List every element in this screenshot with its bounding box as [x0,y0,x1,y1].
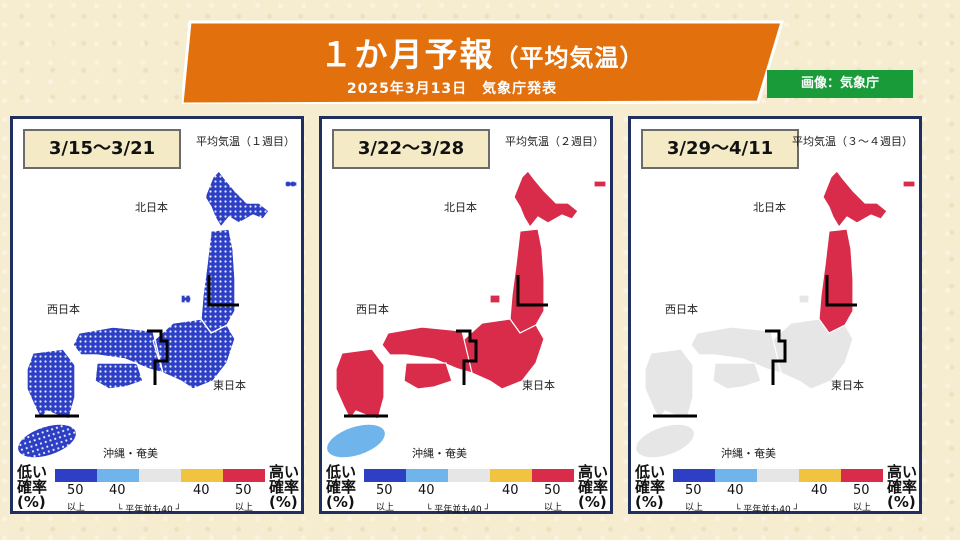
japan-map [18,170,298,458]
legend-normal-note: └ 平年並も40 ┘ [426,505,491,515]
legend-above-note: 以上 [853,503,872,513]
week-label: 平均気温（３～４週目） [792,135,913,148]
kuril [902,180,916,188]
japan-map [636,170,916,458]
region-boundary-west [147,329,169,385]
legend-tick: 40 [193,483,210,498]
period-label: 3/15～3/21 [23,129,181,169]
issue-date: 2025年3月13日 気象庁発表 [346,81,558,97]
label-okinawa-amami: 沖縄・奄美 [721,447,776,460]
label-east-japan: 東日本 [831,379,864,392]
tohoku [509,228,545,334]
legend-bar-high-light [181,469,223,482]
forecast-panel-week2: 3/22～3/28 平均気温（２週目） 北日本 [319,116,613,515]
forecast-panel-week3-4: 3/29～4/11 平均気温（３～４週目） 北日本 [628,116,922,515]
kyushu [335,348,385,421]
legend-above-note: 以上 [376,503,395,513]
okinawa-amami [327,424,385,458]
tohoku [818,228,854,334]
chubu-kanto [461,318,545,390]
region-boundary-north [825,275,857,307]
period-label: 3/22～3/28 [332,129,490,169]
region-boundary-west [765,329,787,385]
forecast-panel-week1: 3/15～3/21 平均気温（１週目） [10,116,304,515]
title-banner: １か月予報（平均気温） 2025年3月13日 気象庁発表 [182,20,784,104]
label-west-japan: 西日本 [356,303,389,316]
kuril [593,180,607,188]
week-label: 平均気温（１週目） [196,135,295,148]
legend-low-probability: 低い 確率 (%) [17,463,48,511]
label-okinawa-amami: 沖縄・奄美 [103,447,158,460]
label-east-japan: 東日本 [522,379,555,392]
legend-above-note: 以上 [67,503,86,513]
banner-shape [182,20,784,104]
legend-tick: 50 [685,483,702,498]
legend-normal-note: └ 平年並も40 ┘ [117,505,182,515]
legend-bar-high [841,469,883,482]
period-label: 3/29～4/11 [641,129,799,169]
legend-tick: 50 [235,483,252,498]
legend-tick: 40 [418,483,435,498]
hokkaido [513,170,579,229]
legend-above-note: 以上 [235,503,254,513]
legend-bar-low-light [406,469,448,482]
label-north-japan: 北日本 [444,201,477,214]
label-east-japan: 東日本 [213,379,246,392]
okinawa-amami [636,424,694,458]
legend-tick: 40 [109,483,126,498]
legend-high-probability: 高い 確率 (%) [887,463,918,511]
label-west-japan: 西日本 [665,303,698,316]
shikoku [403,362,453,390]
legend-bar-high [532,469,574,482]
week-label: 平均気温（２週目） [505,135,604,148]
region-boundary-north [207,275,239,307]
legend-tick: 50 [376,483,393,498]
legend-bar-high-light [490,469,532,482]
legend-bar-low [364,469,406,482]
hokkaido [822,170,888,229]
label-north-japan: 北日本 [753,201,786,214]
legend-bar-normal [448,469,490,482]
legend-bar-low-light [715,469,757,482]
legend-tick: 40 [727,483,744,498]
label-okinawa-amami: 沖縄・奄美 [412,447,467,460]
legend-high-probability: 高い 確率 (%) [578,463,609,511]
image-credit: 画像：気象庁 [767,70,913,98]
page-title: １か月予報（平均気温） [319,35,645,74]
legend-low-probability: 低い 確率 (%) [326,463,357,511]
legend-bar-normal [757,469,799,482]
legend-tick: 50 [853,483,870,498]
legend-bar-low [55,469,97,482]
legend-bar-high-light [799,469,841,482]
legend-tick: 50 [67,483,84,498]
legend-high-probability: 高い 確率 (%) [269,463,300,511]
legend-above-note: 以上 [544,503,563,513]
region-boundary-north [516,275,548,307]
region-boundary-west [456,329,478,385]
japan-map [327,170,607,458]
legend-bar-high [223,469,265,482]
legend-tick: 50 [544,483,561,498]
sado [489,294,501,304]
legend-normal-note: └ 平年並も40 ┘ [735,505,800,515]
legend-bar-low [673,469,715,482]
legend-tick: 40 [502,483,519,498]
label-north-japan: 北日本 [135,201,168,214]
legend-tick: 40 [811,483,828,498]
legend-above-note: 以上 [685,503,704,513]
legend-bar-normal [139,469,181,482]
label-west-japan: 西日本 [47,303,80,316]
legend-low-probability: 低い 確率 (%) [635,463,666,511]
legend-bar-low-light [97,469,139,482]
